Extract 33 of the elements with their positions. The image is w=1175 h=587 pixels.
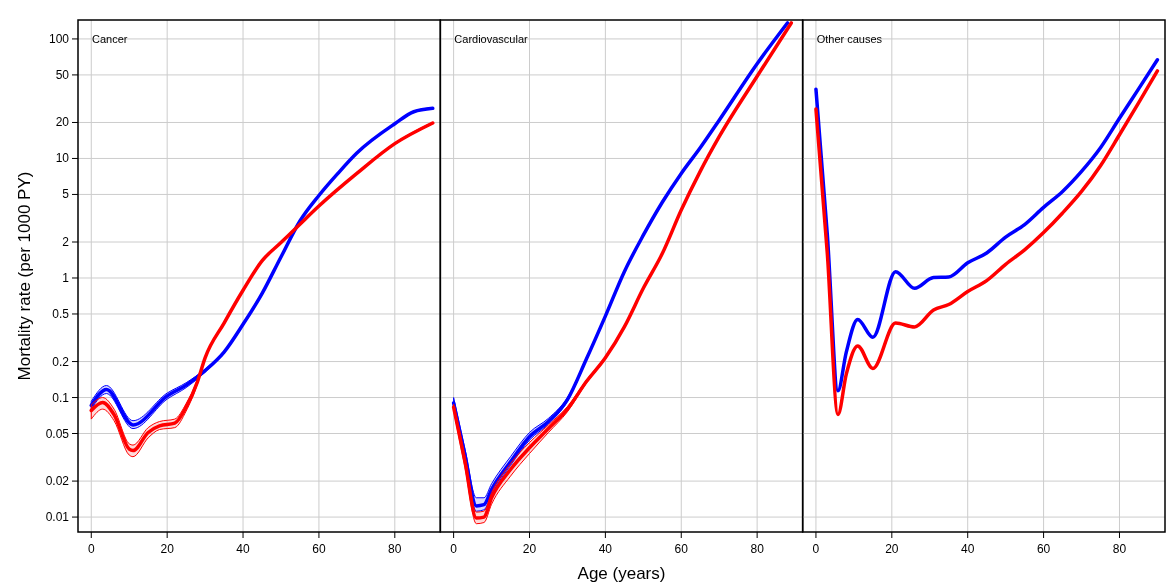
x-axis-title: Age (years) xyxy=(577,564,666,583)
x-tick-label: 80 xyxy=(1112,542,1127,556)
x-tick-label: 0 xyxy=(87,542,95,556)
y-tick-label: 0.05 xyxy=(45,426,70,441)
x-tick-label: 20 xyxy=(522,542,537,556)
x-tick-label: 40 xyxy=(598,542,613,556)
x-tick-label: 0 xyxy=(450,542,458,556)
text: Cancer xyxy=(92,33,128,45)
x-tick-label: 80 xyxy=(388,542,402,556)
y-tick-label: 0.1 xyxy=(52,390,70,405)
x-tick-label: 60 xyxy=(1036,542,1051,556)
y-tick-label: 0.02 xyxy=(45,474,70,489)
y-tick-label: 0.2 xyxy=(52,354,70,369)
y-tick-label: 2 xyxy=(62,235,70,250)
x-tick-label: 60 xyxy=(674,542,689,556)
x-tick-label: 60 xyxy=(312,542,326,556)
x-tick-label: 80 xyxy=(750,542,765,556)
y-tick-label: 100 xyxy=(48,31,70,46)
y-tick-label: 5 xyxy=(62,187,70,202)
y-tick-label: 10 xyxy=(55,151,70,166)
y-tick-label: 1 xyxy=(62,271,70,285)
x-tick-label: 40 xyxy=(236,542,251,556)
x-tick-label: 40 xyxy=(961,542,975,556)
text: Other causes xyxy=(816,33,883,45)
y-tick-label: 20 xyxy=(55,115,70,130)
y-tick-label: 0.5 xyxy=(52,306,70,321)
y-axis-title: Mortality rate (per 1000 PY) xyxy=(15,171,34,381)
x-tick-label: 20 xyxy=(160,542,175,556)
text: Cardiovascular xyxy=(454,33,529,45)
y-tick-label: 0.01 xyxy=(45,510,70,525)
x-tick-label: 0 xyxy=(812,542,820,556)
y-tick-label: 50 xyxy=(55,67,70,82)
x-tick-label: 20 xyxy=(885,542,899,556)
